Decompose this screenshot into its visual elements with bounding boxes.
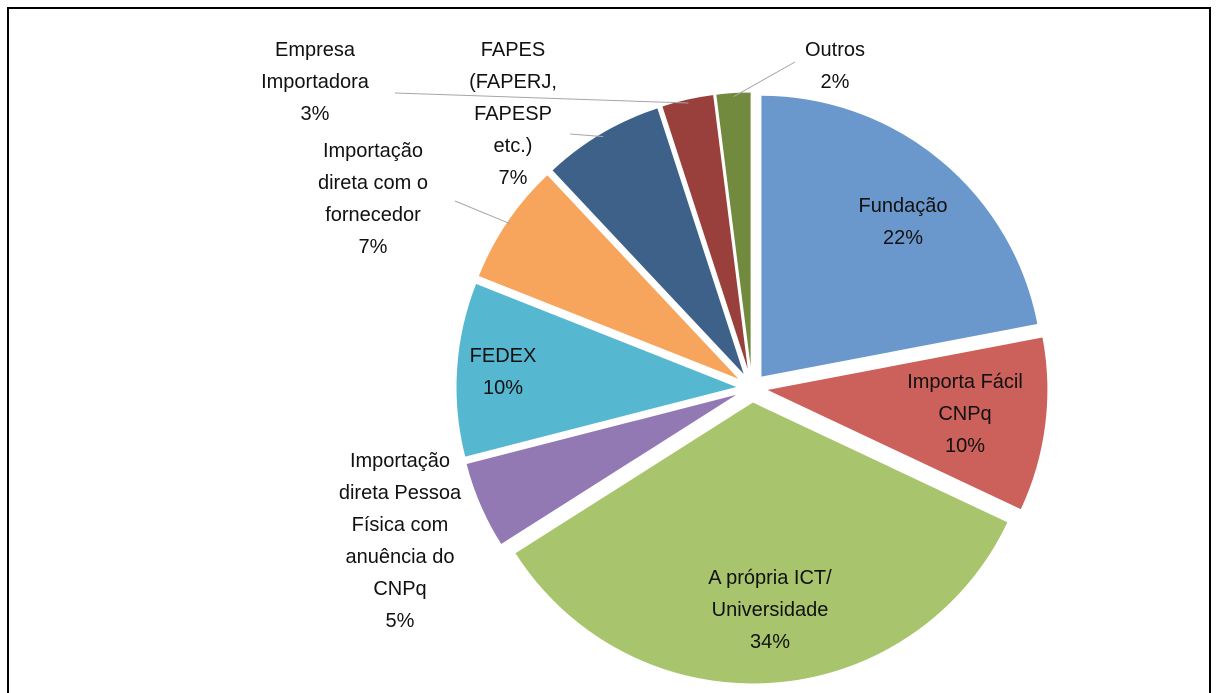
frame <box>7 7 1211 693</box>
value-label: 5% <box>386 610 415 632</box>
label-line: FAPESP <box>474 103 552 125</box>
category-label: Importa Fácil CNPq <box>907 371 1023 425</box>
pie-slice <box>477 173 741 381</box>
leader-line <box>394 92 689 104</box>
label-line: Universidade <box>712 599 829 621</box>
pie-slice <box>465 393 740 546</box>
leader-line <box>454 200 511 225</box>
label-line: FEDEX <box>470 345 537 367</box>
category-label: Importação direta com o fornecedor <box>318 140 428 226</box>
slice-label: Importação direta Pessoa Física com anuênci… <box>339 450 462 632</box>
category-label: A própria ICT/Universidade <box>708 567 832 621</box>
category-label: FAPES (FAPERJ, FAPESP etc.) <box>469 39 557 157</box>
label-line: Importação <box>323 140 423 162</box>
pie-slice <box>715 91 752 375</box>
label-line: CNPq <box>938 403 991 425</box>
value-label: 34% <box>750 631 790 653</box>
label-line: CNPq <box>373 578 426 600</box>
category-label: Fundação <box>859 195 948 217</box>
label-line: direta Pessoa <box>339 482 462 504</box>
label-line: Empresa <box>275 39 356 61</box>
slice-label: Importa Fácil CNPq 10% <box>907 371 1023 457</box>
label-line: anuência do <box>346 546 455 568</box>
pie-slice <box>764 336 1049 511</box>
label-line: (FAPERJ, <box>469 71 557 93</box>
leader-line <box>569 133 604 138</box>
pie-slice <box>551 107 746 377</box>
category-label: Outros <box>805 39 865 61</box>
label-line: Importadora <box>261 71 370 93</box>
value-label: 2% <box>821 71 850 93</box>
label-line: direta com o <box>318 172 428 194</box>
slice-label: Importação direta com o fornecedor 7% <box>318 140 428 258</box>
category-label: Importação direta Pessoa Física com anuênci… <box>339 450 462 600</box>
slice-label: Outros 2% <box>805 39 865 93</box>
pie-slice <box>760 94 1039 378</box>
label-line: Outros <box>805 39 865 61</box>
pie-slice <box>455 282 740 458</box>
label-line: Física com <box>352 514 449 536</box>
slice-label: Empresa Importadora 3% <box>261 39 370 125</box>
slice-label: Fundação 22% <box>859 195 948 249</box>
pie-slice <box>514 401 1009 685</box>
category-label: FEDEX <box>470 345 537 367</box>
value-label: 22% <box>883 227 923 249</box>
label-line: Fundação <box>859 195 948 217</box>
value-label: 7% <box>359 236 388 258</box>
value-label: 3% <box>301 103 330 125</box>
slice-label: FEDEX 10% <box>470 345 537 399</box>
value-label: 10% <box>483 377 523 399</box>
slice-label: FAPES (FAPERJ, FAPESP etc.) 7% <box>469 39 557 189</box>
label-line: FAPES <box>481 39 545 61</box>
category-label: Empresa Importadora <box>261 39 370 93</box>
label-line: fornecedor <box>325 204 421 226</box>
label-line: etc.) <box>494 135 533 157</box>
label-line: A própria ICT/ <box>708 567 832 589</box>
label-line: Importa Fácil <box>907 371 1023 393</box>
leader-line <box>733 61 796 98</box>
value-label: 10% <box>945 435 985 457</box>
label-line: Importação <box>350 450 450 472</box>
slice-label: A própria ICT/Universidade 34% <box>708 567 832 653</box>
pie-slice <box>661 94 750 375</box>
value-label: 7% <box>499 167 528 189</box>
